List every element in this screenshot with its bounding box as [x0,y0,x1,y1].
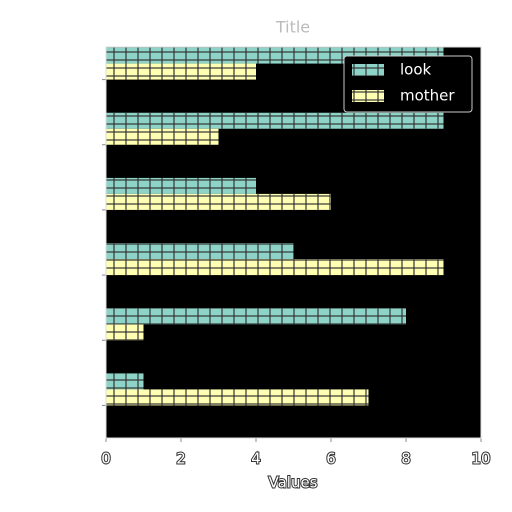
bar-hatch [106,63,256,80]
x-tick-label: 8 [401,450,411,468]
bar-hatch [106,389,369,406]
bar-hatch [106,177,256,194]
bar-hatch [106,112,444,129]
legend: look mother [343,55,473,113]
chart-title: Title [275,18,310,37]
legend-label: mother [400,87,455,105]
legend-swatch-hatch [352,90,384,102]
x-tick-label: 2 [176,450,186,468]
bar-hatch [106,373,144,390]
bar [106,63,256,80]
bar [106,128,219,145]
bar-hatch [106,193,331,210]
x-tick-label: 0 [101,450,111,468]
bar-hatch [106,259,444,276]
bar-hatch [106,324,144,341]
bar-hatch [106,243,294,260]
bar [106,308,406,325]
x-axis-label: Values [268,474,317,492]
bar [106,177,256,194]
bar [106,193,331,210]
plot-frame [105,46,482,439]
x-tick-label: 6 [326,450,336,468]
bar [106,373,144,390]
bar [106,389,369,406]
legend-label: look [400,61,432,79]
x-tick-label: 10 [471,450,490,468]
legend-swatch-hatch [352,64,384,76]
bar [106,259,444,276]
bar [106,324,144,341]
x-tick-label: 4 [251,450,261,468]
bar-hatch [106,308,406,325]
bar-hatch [106,128,219,145]
bar [106,243,294,260]
bar [106,112,444,129]
